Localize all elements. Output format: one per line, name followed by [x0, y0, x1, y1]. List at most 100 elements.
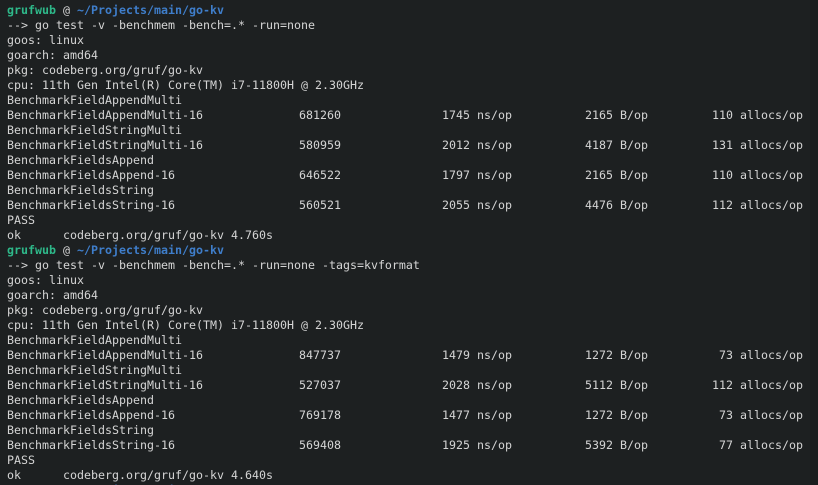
- benchmark-row: BenchmarkFieldsString-16 569408 1925 ns/op…: [7, 438, 810, 453]
- output-text: pkg: codeberg.org/gruf/go-kv: [7, 63, 203, 77]
- benchmark-row: BenchmarkFieldsAppend-16 646522 1797 ns/op…: [7, 168, 810, 183]
- benchmark-name: BenchmarkFieldAppendMulti-16: [7, 108, 203, 122]
- output-line: BenchmarkFieldsAppend: [7, 153, 810, 168]
- benchmark-allocs-per-op: 110 allocs/op: [712, 168, 803, 182]
- prompt-line: grufwub @ ~/Projects/main/go-kv: [7, 3, 810, 18]
- output-text: BenchmarkFieldsAppend: [7, 153, 154, 167]
- output-text: goarch: amd64: [7, 288, 98, 302]
- output-text: PASS: [7, 453, 35, 467]
- output-text: cpu: 11th Gen Intel(R) Core(TM) i7-11800…: [7, 78, 364, 92]
- benchmark-name-iterations: BenchmarkFieldStringMulti-16 527037: [7, 378, 341, 393]
- output-line: PASS: [7, 213, 810, 228]
- output-text: cpu: 11th Gen Intel(R) Core(TM) i7-11800…: [7, 318, 364, 332]
- benchmark-bytes-per-op: 1272 B/op: [585, 408, 648, 422]
- benchmark-allocs-per-op: 131 allocs/op: [712, 138, 803, 152]
- output-line: PASS: [7, 453, 810, 468]
- output-text: BenchmarkFieldStringMulti: [7, 363, 182, 377]
- benchmark-row: BenchmarkFieldAppendMulti-16 681260 1745 n…: [7, 108, 810, 123]
- output-text: BenchmarkFieldsString: [7, 423, 154, 437]
- output-line: goarch: amd64: [7, 288, 810, 303]
- command-text: --> go test -v -benchmem -bench=.* -run=…: [7, 258, 420, 272]
- benchmark-ns-per-op: 1479 ns/op: [442, 348, 512, 362]
- benchmark-name: BenchmarkFieldsAppend-16: [7, 168, 175, 182]
- output-text: BenchmarkFieldAppendMulti: [7, 333, 182, 347]
- benchmark-iterations: 847737: [299, 348, 341, 362]
- benchmark-iterations: 527037: [299, 378, 341, 392]
- benchmark-name-iterations: BenchmarkFieldAppendMulti-16 847737: [7, 348, 341, 363]
- prompt-cwd-path: ~/Projects/main/go-kv: [77, 243, 224, 257]
- output-line: BenchmarkFieldAppendMulti: [7, 333, 810, 348]
- scrollbar-track[interactable]: [810, 0, 818, 485]
- prompt-separator: @: [56, 483, 77, 485]
- output-text: pkg: codeberg.org/gruf/go-kv: [7, 303, 203, 317]
- output-line: goarch: amd64: [7, 48, 810, 63]
- output-text: goarch: amd64: [7, 48, 98, 62]
- ok-result-line: ok codeberg.org/gruf/go-kv 4.640s: [7, 468, 810, 483]
- prompt-separator: @: [56, 243, 77, 257]
- output-line: BenchmarkFieldsAppend: [7, 393, 810, 408]
- benchmark-ns-per-op: 2055 ns/op: [442, 198, 512, 212]
- benchmark-allocs-per-op: 112 allocs/op: [712, 198, 803, 212]
- output-text: goos: linux: [7, 273, 84, 287]
- prompt-username: grufwub: [7, 3, 56, 17]
- benchmark-name: BenchmarkFieldStringMulti-16: [7, 378, 203, 392]
- output-line: BenchmarkFieldStringMulti: [7, 123, 810, 138]
- prompt-cwd-path: ~/Projects/main/go-kv: [77, 3, 224, 17]
- output-line: goos: linux: [7, 33, 810, 48]
- ok-package-time: codeberg.org/gruf/go-kv 4.640s: [63, 468, 273, 482]
- benchmark-iterations: 560521: [299, 198, 341, 212]
- benchmark-bytes-per-op: 2165 B/op: [585, 108, 648, 122]
- benchmark-iterations: 681260: [299, 108, 341, 122]
- ok-label: ok: [7, 228, 21, 242]
- terminal-output: grufwub @ ~/Projects/main/go-kv --> go te…: [7, 3, 810, 485]
- command-line: --> go test -v -benchmem -bench=.* -run=…: [7, 258, 810, 273]
- benchmark-bytes-per-op: 1272 B/op: [585, 348, 648, 362]
- benchmark-allocs-per-op: 77 allocs/op: [719, 438, 803, 452]
- benchmark-ns-per-op: 1925 ns/op: [442, 438, 512, 452]
- benchmark-ns-per-op: 1797 ns/op: [442, 168, 512, 182]
- benchmark-iterations: 580959: [299, 138, 341, 152]
- output-line: pkg: codeberg.org/gruf/go-kv: [7, 63, 810, 78]
- benchmark-name-iterations: BenchmarkFieldsAppend-16 769178: [7, 408, 341, 423]
- output-line: BenchmarkFieldAppendMulti: [7, 93, 810, 108]
- benchmark-name: BenchmarkFieldsString-16: [7, 198, 175, 212]
- benchmark-allocs-per-op: 73 allocs/op: [719, 348, 803, 362]
- prompt-line: grufwub @ ~/Projects/main/go-kv: [7, 243, 810, 258]
- prompt-line-partial: grufwub @ ~/Projects/main/go-kv: [7, 483, 810, 485]
- prompt-cwd-path: ~/Projects/main/go-kv: [77, 483, 224, 485]
- benchmark-name-iterations: BenchmarkFieldStringMulti-16 580959: [7, 138, 341, 153]
- benchmark-row: BenchmarkFieldStringMulti-16 527037 2028 n…: [7, 378, 810, 393]
- benchmark-allocs-per-op: 110 allocs/op: [712, 108, 803, 122]
- output-line: pkg: codeberg.org/gruf/go-kv: [7, 303, 810, 318]
- benchmark-name-iterations: BenchmarkFieldsAppend-16 646522: [7, 168, 341, 183]
- output-line: cpu: 11th Gen Intel(R) Core(TM) i7-11800…: [7, 318, 810, 333]
- output-text: PASS: [7, 213, 35, 227]
- ok-result-line: ok codeberg.org/gruf/go-kv 4.760s: [7, 228, 810, 243]
- benchmark-ns-per-op: 2012 ns/op: [442, 138, 512, 152]
- output-text: BenchmarkFieldsAppend: [7, 393, 154, 407]
- benchmark-iterations: 769178: [299, 408, 341, 422]
- benchmark-name-iterations: BenchmarkFieldAppendMulti-16 681260: [7, 108, 341, 123]
- output-line: BenchmarkFieldsString: [7, 183, 810, 198]
- output-text: BenchmarkFieldStringMulti: [7, 123, 182, 137]
- output-text: BenchmarkFieldsString: [7, 183, 154, 197]
- output-line: goos: linux: [7, 273, 810, 288]
- benchmark-iterations: 569408: [299, 438, 341, 452]
- benchmark-bytes-per-op: 5112 B/op: [585, 378, 648, 392]
- benchmark-ns-per-op: 1477 ns/op: [442, 408, 512, 422]
- benchmark-bytes-per-op: 5392 B/op: [585, 438, 648, 452]
- output-text: goos: linux: [7, 33, 84, 47]
- prompt-separator: @: [56, 3, 77, 17]
- output-line: BenchmarkFieldsString: [7, 423, 810, 438]
- benchmark-name: BenchmarkFieldAppendMulti-16: [7, 348, 203, 362]
- benchmark-name: BenchmarkFieldStringMulti-16: [7, 138, 203, 152]
- command-line: --> go test -v -benchmem -bench=.* -run=…: [7, 18, 810, 33]
- benchmark-allocs-per-op: 73 allocs/op: [719, 408, 803, 422]
- benchmark-name: BenchmarkFieldsAppend-16: [7, 408, 175, 422]
- benchmark-bytes-per-op: 4476 B/op: [585, 198, 648, 212]
- benchmark-bytes-per-op: 4187 B/op: [585, 138, 648, 152]
- ok-package-time: codeberg.org/gruf/go-kv 4.760s: [63, 228, 273, 242]
- benchmark-row: BenchmarkFieldsString-16 560521 2055 ns/op…: [7, 198, 810, 213]
- ok-label: ok: [7, 468, 21, 482]
